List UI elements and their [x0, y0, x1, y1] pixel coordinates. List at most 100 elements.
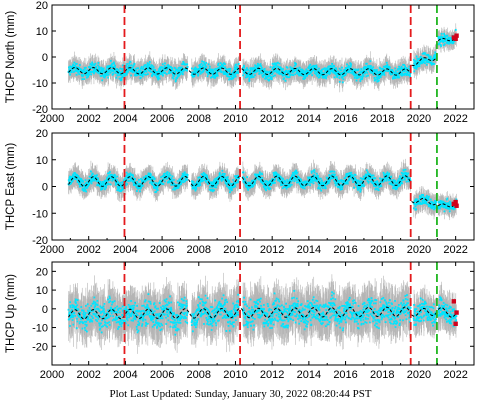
data-point [201, 60, 204, 63]
data-point [365, 62, 368, 65]
y-tick-label: 10 [36, 26, 48, 38]
data-point [254, 74, 256, 77]
data-point [69, 65, 72, 68]
data-point [268, 78, 271, 81]
data-point [338, 80, 341, 83]
data-point [329, 70, 332, 73]
data-point [293, 69, 296, 72]
data-point [152, 68, 155, 71]
data-point [372, 66, 375, 69]
data-point [321, 68, 323, 71]
data-point [294, 62, 296, 64]
data-point [171, 67, 174, 70]
data-point [249, 69, 252, 71]
data-point [333, 76, 336, 79]
data-point [343, 70, 346, 72]
data-point [402, 63, 405, 66]
data-point [85, 69, 88, 72]
data-point [142, 72, 145, 75]
data-point [336, 75, 339, 78]
data-point [125, 65, 128, 67]
data-point [234, 73, 237, 76]
data-point [227, 68, 230, 71]
data-point [323, 67, 326, 70]
data-point [170, 71, 173, 74]
data-point [335, 69, 338, 72]
data-point [100, 68, 103, 71]
data-point [302, 75, 305, 78]
data-point [348, 70, 350, 73]
data-point [250, 74, 253, 77]
data-point [159, 66, 161, 69]
data-point [89, 71, 91, 74]
data-point [130, 74, 132, 77]
data-point [368, 67, 371, 70]
data-point [289, 66, 292, 69]
data-point [90, 70, 93, 73]
data-point [114, 67, 116, 70]
data-point [109, 59, 112, 62]
data-point [391, 69, 394, 71]
data-point [177, 67, 180, 69]
data-point [371, 71, 374, 74]
data-point [412, 58, 415, 61]
data-point [352, 70, 355, 73]
plot-area [67, 5, 459, 109]
data-point [284, 74, 287, 77]
data-point [320, 71, 323, 74]
data-point [125, 73, 128, 76]
data-point [230, 74, 233, 77]
data-point [369, 70, 371, 73]
x-tick-label: 2020 [407, 113, 431, 125]
data-point [203, 61, 205, 63]
data-point [254, 70, 257, 73]
data-point [309, 72, 312, 74]
data-point [219, 65, 221, 68]
data-point [222, 65, 225, 68]
data-point [272, 63, 275, 66]
data-point [232, 70, 235, 73]
data-point [160, 71, 163, 74]
data-point [402, 69, 405, 72]
data-point [385, 61, 388, 64]
data-point [291, 70, 294, 73]
data-point [68, 71, 71, 74]
data-point [158, 73, 160, 76]
data-point [185, 68, 188, 71]
data-point [136, 74, 139, 77]
data-point [332, 67, 334, 70]
panel-1: 2000 2002 2004 2006 2008 2010 2012 2014 2016 2018… [5, 0, 475, 125]
data-point [150, 64, 153, 67]
data-point [397, 68, 399, 70]
data-point [151, 64, 154, 67]
data-point [345, 72, 347, 75]
data-point [409, 75, 412, 78]
data-point [398, 65, 401, 68]
data-point [405, 67, 408, 69]
data-point [83, 78, 85, 81]
data-point [74, 66, 77, 69]
data-point [364, 65, 367, 68]
data-point [441, 40, 444, 43]
data-point [155, 72, 158, 75]
data-point [388, 66, 391, 69]
data-point [212, 70, 215, 73]
data-point [162, 74, 164, 77]
data-point [328, 73, 331, 76]
data-point [125, 72, 128, 75]
data-point [360, 70, 362, 73]
data-point [299, 71, 302, 73]
data-point [333, 70, 336, 73]
data-point [105, 68, 108, 71]
data-point [248, 78, 251, 81]
data-point [152, 66, 155, 69]
data-point [311, 70, 313, 73]
data-point [252, 76, 255, 78]
data-point [178, 74, 181, 77]
panel-2: 2000 2002 2004 2006 2008 2010 2012 2014 2016 2018… [5, 128, 475, 256]
data-point [325, 77, 327, 80]
data-point [89, 66, 92, 69]
data-point [202, 70, 205, 73]
data-point [232, 74, 235, 77]
